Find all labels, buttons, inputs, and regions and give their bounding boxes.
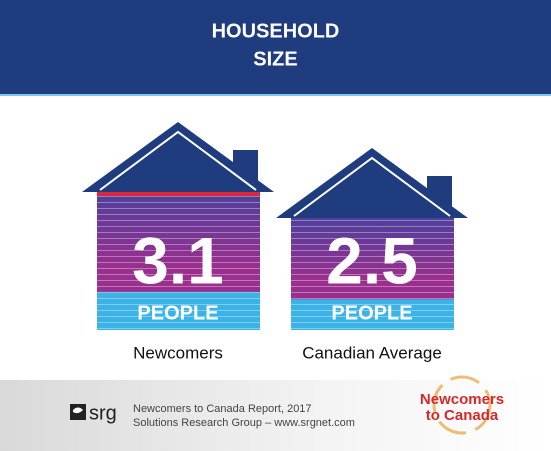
house: 3.1 PEOPLE Newcomers xyxy=(82,122,274,362)
house-unit: PEOPLE xyxy=(137,302,218,324)
house-top-stripe xyxy=(97,192,260,196)
badge-ring xyxy=(432,375,492,435)
house-stripes xyxy=(291,218,454,330)
srg-logo-text: srg xyxy=(89,402,117,424)
title-line: SIZE xyxy=(253,48,297,70)
roof-trim xyxy=(99,130,257,191)
house-value: 3.1 xyxy=(132,223,224,297)
footer-band xyxy=(0,380,551,451)
header-band xyxy=(0,0,551,94)
houses: 3.1 PEOPLE Newcomers 2.5 PEOPLE Canadian Aver… xyxy=(82,122,468,362)
house-stripes xyxy=(97,192,260,330)
roof xyxy=(276,148,468,218)
house-label: Canadian Average xyxy=(302,343,442,362)
house-value: 2.5 xyxy=(326,223,418,297)
footer-line: Solutions Research Group – www.srgnet.co… xyxy=(133,417,355,429)
title-line: HOUSEHOLD xyxy=(212,20,340,42)
badge-line: Newcomers xyxy=(420,391,504,408)
house: 2.5 PEOPLE Canadian Average xyxy=(276,148,468,362)
header-rule xyxy=(0,94,551,96)
badge-line: to Canada xyxy=(426,407,499,424)
house-unit: PEOPLE xyxy=(331,302,412,324)
roof xyxy=(82,122,274,192)
srg-logo-swoosh xyxy=(73,407,83,414)
footer-line: Newcomers to Canada Report, 2017 xyxy=(133,403,312,415)
roof-trim xyxy=(293,156,451,217)
house-label: Newcomers xyxy=(133,343,223,362)
